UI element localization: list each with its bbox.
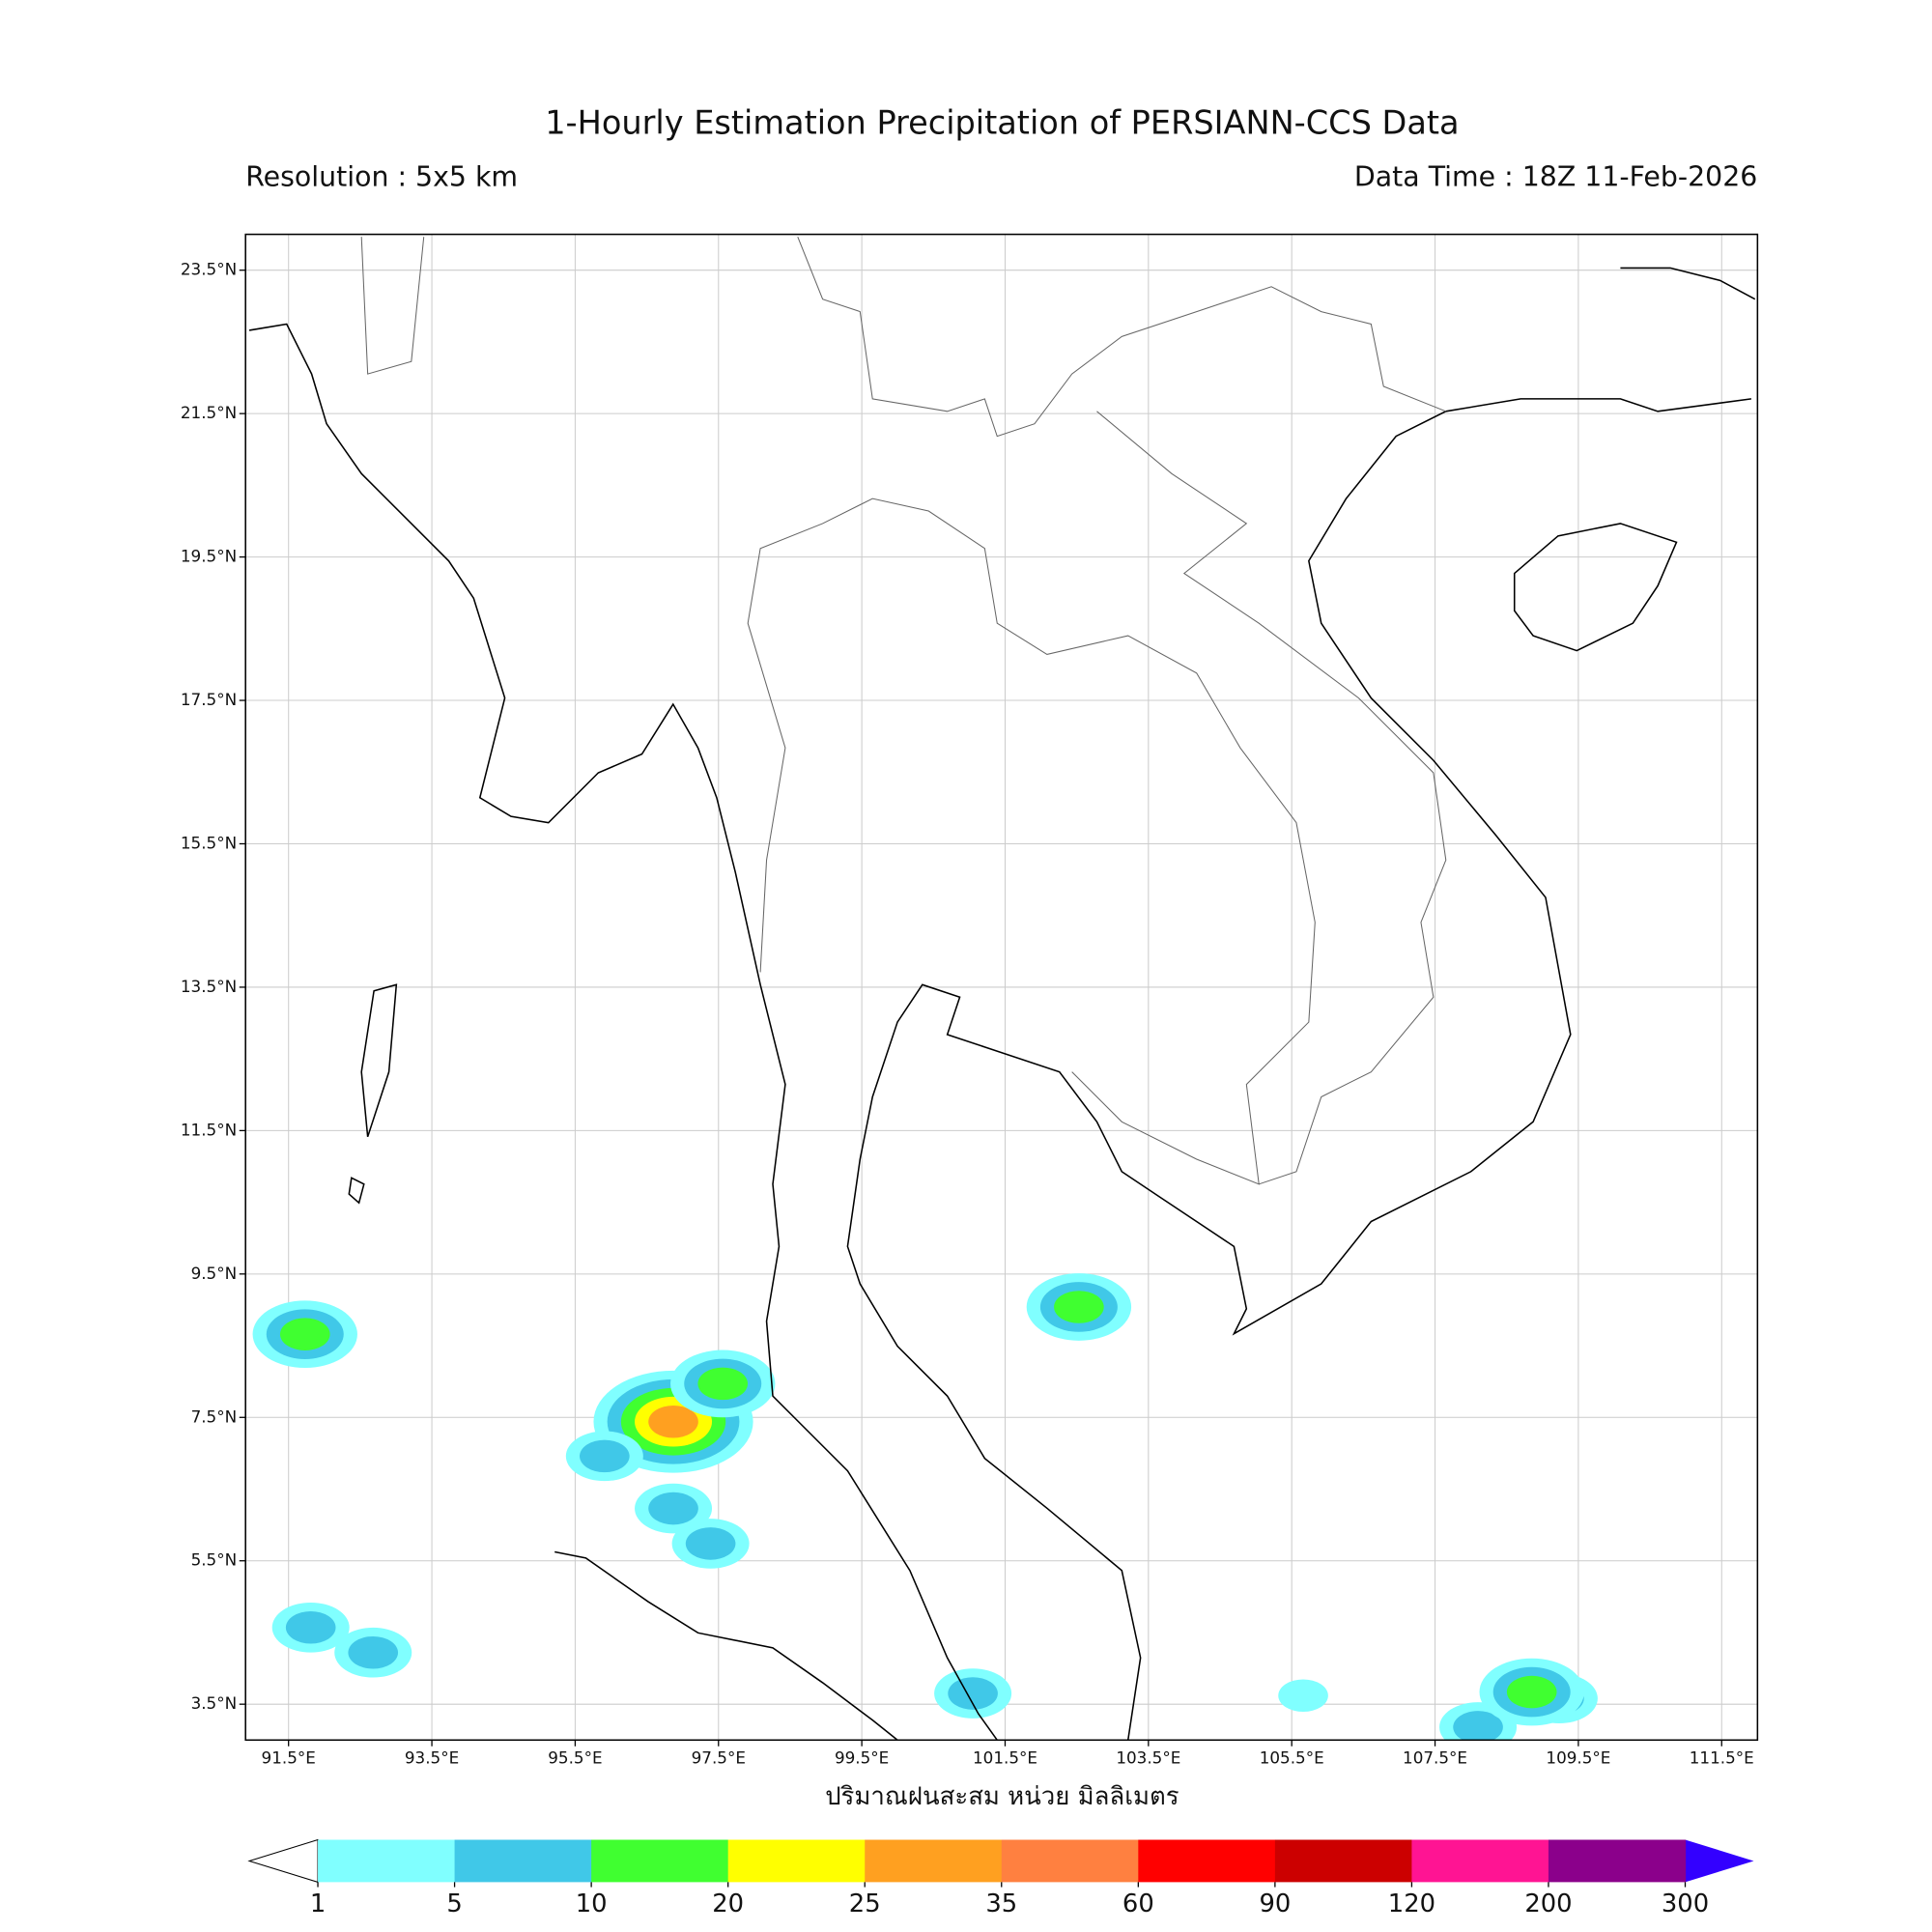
colorbar-over: [1685, 1839, 1754, 1883]
x-tick-label: 109.5°E: [1546, 1748, 1610, 1768]
coastline: [846, 398, 1752, 1741]
coastline: [1620, 267, 1756, 300]
rain-cell: [1278, 1679, 1328, 1713]
x-tick-label: 99.5°E: [835, 1748, 889, 1768]
colorbar-label: 120: [1388, 1889, 1435, 1918]
x-tick-label: 103.5°E: [1116, 1748, 1180, 1768]
coastline: [248, 323, 998, 1741]
rain-cell: [285, 1610, 336, 1644]
x-tick-label: 95.5°E: [548, 1748, 602, 1768]
y-tick-label: 17.5°N: [181, 690, 237, 709]
rain-layer: [252, 1273, 1598, 1741]
colorbar-label: 20: [712, 1889, 744, 1918]
colorbar-label: 25: [849, 1889, 881, 1918]
colorbar-under: [247, 1838, 319, 1884]
rain-cell: [1506, 1675, 1557, 1709]
y-tick-label: 15.5°N: [181, 833, 237, 852]
rain-cell: [948, 1677, 998, 1710]
colorbar-label: 5: [446, 1889, 462, 1918]
y-tick-label: 23.5°N: [181, 260, 237, 279]
colorbar-label: 90: [1259, 1889, 1291, 1918]
grid: [245, 234, 1758, 1741]
rain-cell: [1453, 1711, 1503, 1741]
x-tick-label: 107.5°E: [1403, 1748, 1467, 1768]
colorbar-segment: [1138, 1839, 1276, 1883]
x-tick-label: 91.5°E: [262, 1748, 316, 1768]
colorbar-segment: [1548, 1839, 1687, 1883]
x-tick-label: 111.5°E: [1690, 1748, 1754, 1768]
rain-cell: [279, 1318, 330, 1350]
x-axis-label: ปริมาณฝนสะสม หน่วย มิลลิเมตร: [825, 1782, 1179, 1811]
colorbar-segment: [865, 1839, 1003, 1883]
rain-cell: [697, 1367, 749, 1401]
colorbar-label: 10: [576, 1889, 608, 1918]
country-border: [360, 237, 425, 375]
colorbar-segment: [727, 1839, 866, 1883]
y-tick-label: 5.5°N: [191, 1550, 238, 1570]
colorbar-segment: [1001, 1839, 1139, 1883]
resolution: Resolution : 5x5 km: [245, 161, 518, 193]
x-tick-label: 97.5°E: [692, 1748, 746, 1768]
y-tick-label: 19.5°N: [181, 547, 237, 566]
coastline: [348, 983, 398, 1205]
country-border: [1096, 411, 1447, 1185]
colorbar-segment: [1274, 1839, 1413, 1883]
colorbar-label: 60: [1122, 1889, 1154, 1918]
colorbar-segment: [1411, 1839, 1549, 1883]
rain-cell: [685, 1527, 736, 1560]
colorbar-segment: [454, 1839, 592, 1883]
country-border: [797, 236, 1446, 438]
rain-cell: [648, 1405, 698, 1438]
x-tick-label: 93.5°E: [405, 1748, 459, 1768]
x-tick-label: 101.5°E: [973, 1748, 1037, 1768]
y-tick-label: 21.5°N: [181, 403, 237, 422]
rain-cell: [648, 1492, 698, 1525]
y-tick-label: 3.5°N: [191, 1693, 238, 1713]
colorbar-label: 35: [985, 1889, 1017, 1918]
basemap: [248, 236, 1756, 1741]
colorbar: 1 5 10 20 25 35 60 90 120 200 300: [247, 1838, 1754, 1918]
axes: 91.5°E 93.5°E 95.5°E 97.5°E 99.5°E 101.5°E 103…: [181, 260, 1754, 1768]
colorbar-label: 1: [310, 1889, 326, 1918]
rain-cell: [348, 1635, 399, 1669]
y-tick-label: 11.5°N: [181, 1120, 237, 1139]
country-border: [747, 497, 1316, 1185]
title: 1-Hourly Estimation Precipitation of PER…: [545, 104, 1459, 142]
coastline: [554, 1550, 898, 1741]
rain-cell: [580, 1439, 630, 1473]
colorbar-label: 200: [1524, 1889, 1572, 1918]
data-time: Data Time : 18Z 11-Feb-2026: [1354, 161, 1757, 193]
rain-cell: [1054, 1291, 1104, 1323]
coastline: [1513, 523, 1678, 652]
x-tick-label: 105.5°E: [1260, 1748, 1324, 1768]
colorbar-segment: [591, 1839, 729, 1883]
y-tick-label: 9.5°N: [191, 1264, 238, 1283]
colorbar-segment: [318, 1839, 456, 1883]
y-tick-label: 13.5°N: [181, 977, 237, 996]
y-tick-label: 7.5°N: [191, 1406, 238, 1426]
colorbar-label: 300: [1662, 1889, 1709, 1918]
